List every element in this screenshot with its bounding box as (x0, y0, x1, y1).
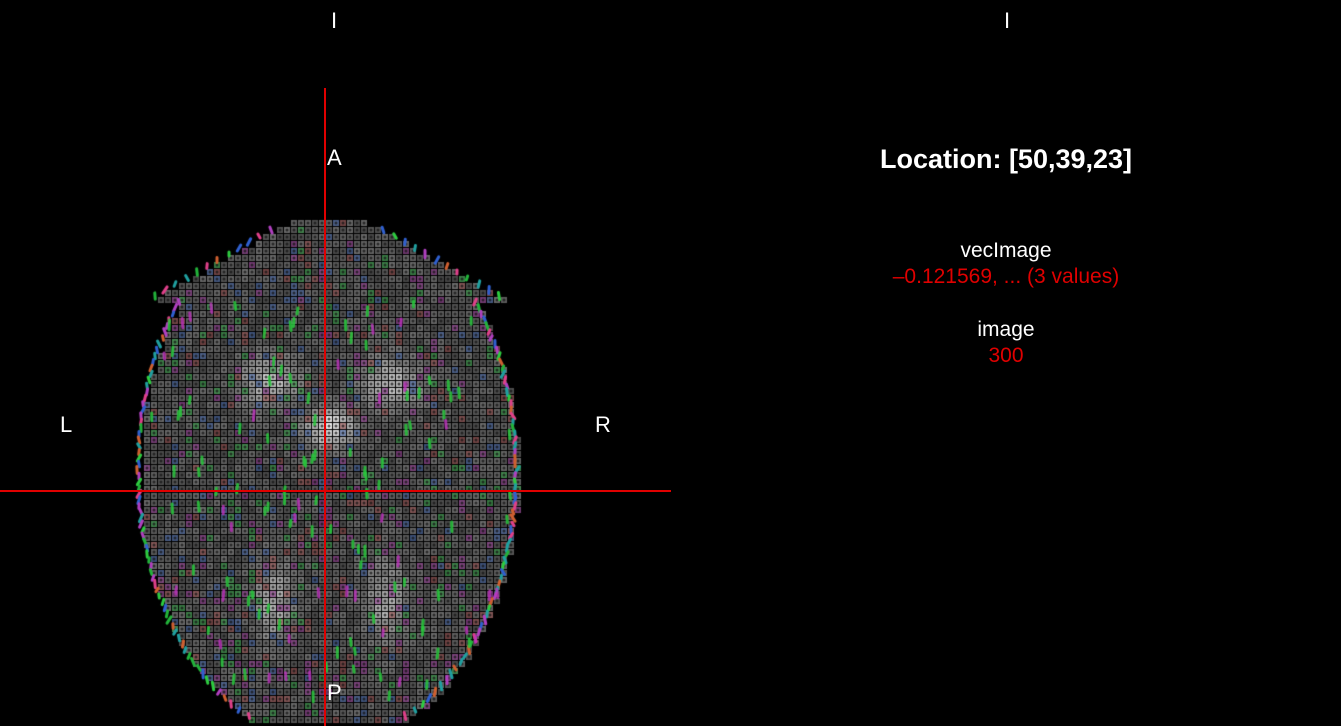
orientation-label-posterior: P (327, 680, 342, 705)
layer-name: vecImage (960, 239, 1052, 262)
location-readout: Location: [50,39,23] (879, 144, 1133, 174)
layer-value: 300 (988, 344, 1024, 367)
orientation-label-left: L (60, 412, 73, 437)
layer-info-vecimage: vecImage –0.121569, ... (3 values) (671, 238, 1341, 290)
info-panel: I Location: [50,39,23] vecImage –0.12156… (671, 0, 1341, 726)
orientation-label-top: I (331, 8, 338, 33)
orientation-label-right: R (595, 412, 611, 437)
orientation-label-anterior: A (327, 145, 342, 170)
slice-view-panel[interactable]: I A P L R (0, 0, 671, 726)
crosshair-vertical-line[interactable] (324, 88, 326, 726)
orientation-label-top-info: I (1004, 8, 1011, 33)
brain-slice-image[interactable] (0, 0, 671, 726)
crosshair-horizontal-line[interactable] (0, 490, 671, 492)
layer-name: image (977, 318, 1035, 341)
layer-info-image: image 300 (671, 317, 1341, 369)
layer-value: –0.121569, ... (3 values) (892, 265, 1120, 288)
